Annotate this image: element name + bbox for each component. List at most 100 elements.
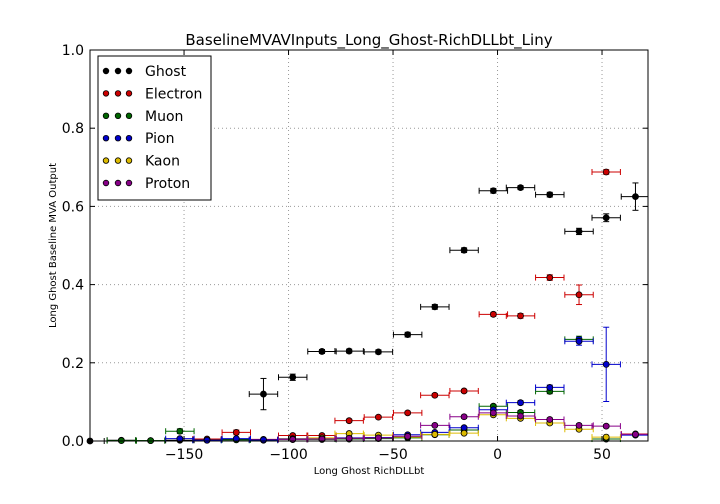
- legend-marker: [114, 134, 122, 142]
- data-point: [176, 427, 184, 435]
- data-point: [289, 373, 297, 381]
- legend-label: Proton: [145, 176, 190, 192]
- plot-frame: [89, 49, 649, 442]
- data-point: [289, 436, 297, 443]
- series-proton: [278, 409, 649, 443]
- x-tick-label: −150: [165, 447, 203, 463]
- data-point: [632, 430, 639, 438]
- data-point: [546, 384, 554, 391]
- data-point: [489, 409, 497, 417]
- legend-entry-ghost: Ghost: [102, 64, 187, 80]
- data-point: [232, 435, 240, 443]
- legend-marker: [125, 157, 133, 164]
- data-point: [460, 246, 468, 254]
- y-tick-label: 0.2: [62, 356, 84, 372]
- data-point: [517, 184, 524, 192]
- legend-label: Muon: [145, 109, 183, 125]
- data-point: [575, 228, 583, 235]
- data-point: [375, 348, 382, 356]
- legend-marker: [125, 134, 133, 142]
- legend-label: Pion: [145, 131, 174, 147]
- y-tick-label: 1.0: [62, 43, 84, 59]
- data-point: [575, 421, 583, 429]
- data-point: [260, 390, 267, 398]
- data-point: [318, 348, 326, 355]
- legend-marker: [102, 112, 110, 119]
- data-point: [345, 434, 353, 442]
- data-point: [431, 391, 439, 399]
- legend-marker: [102, 157, 110, 164]
- legend-entry-muon: Muon: [102, 109, 183, 125]
- data-point: [404, 409, 412, 417]
- data-point: [345, 347, 353, 355]
- data-point: [404, 331, 412, 339]
- legend: Ghost Electron Muon Pion Kaon Proton: [97, 55, 212, 201]
- legend-entry-electron: Electron: [102, 86, 202, 102]
- x-tick-label: 50: [593, 447, 611, 463]
- x-tick-label: −100: [269, 447, 307, 463]
- y-tick-label: 0.8: [62, 121, 84, 137]
- data-point: [375, 413, 382, 421]
- y-tick-label: 0.6: [62, 199, 84, 215]
- data-point: [546, 416, 554, 423]
- data-layer: [86, 168, 649, 445]
- legend-marker: [114, 157, 122, 164]
- legend-marker: [102, 67, 110, 75]
- legend-marker: [102, 179, 110, 187]
- data-point: [546, 191, 554, 199]
- data-point: [345, 417, 353, 425]
- x-axis-label: Long Ghost RichDLLbt: [314, 466, 425, 477]
- legend-marker: [102, 134, 110, 142]
- data-point: [232, 428, 240, 436]
- x-tick-label: 0: [493, 447, 502, 463]
- data-point: [460, 429, 468, 437]
- legend-marker: [125, 112, 133, 119]
- legend-entry-pion: Pion: [102, 131, 174, 147]
- legend-label: Ghost: [145, 64, 187, 80]
- data-point: [460, 387, 468, 395]
- data-point: [260, 436, 267, 444]
- legend-marker: [114, 179, 122, 187]
- x-tick-label: −50: [378, 447, 408, 463]
- data-point: [575, 337, 583, 345]
- data-point: [431, 303, 439, 311]
- legend-label: Kaon: [145, 154, 180, 170]
- data-point: [632, 193, 639, 201]
- legend-entry-proton: Proton: [102, 176, 190, 192]
- legend-entry-kaon: Kaon: [102, 154, 180, 170]
- legend-marker: [125, 179, 133, 187]
- data-point: [602, 422, 610, 430]
- data-point: [517, 412, 524, 420]
- data-point: [546, 274, 554, 281]
- chart-title: BaselineMVAVInputs_Long_Ghost-RichDLLbt_…: [185, 31, 552, 50]
- data-point: [460, 413, 468, 421]
- data-point: [489, 310, 497, 318]
- data-point: [431, 421, 439, 429]
- legend-marker: [114, 112, 122, 119]
- data-point: [431, 430, 439, 438]
- data-point: [176, 435, 184, 443]
- y-tick-label: 0.4: [62, 278, 84, 294]
- data-point: [489, 187, 497, 195]
- data-point: [602, 168, 610, 176]
- data-point: [404, 432, 412, 440]
- data-point: [602, 214, 610, 222]
- data-point: [602, 433, 610, 441]
- data-point: [517, 312, 524, 320]
- y-tick-label: 0.0: [62, 434, 84, 450]
- legend-marker: [125, 67, 133, 75]
- legend-marker: [125, 90, 133, 97]
- data-point: [517, 399, 524, 407]
- legend-marker: [114, 67, 122, 75]
- data-point: [575, 291, 583, 299]
- legend-marker: [102, 90, 110, 97]
- legend-box: [97, 55, 212, 201]
- data-point: [203, 436, 211, 444]
- y-axis-label: Long Ghost Baseline MVA Output: [48, 163, 59, 328]
- legend-label: Electron: [145, 86, 202, 102]
- legend-marker: [114, 90, 122, 97]
- data-point: [375, 434, 382, 442]
- data-point: [602, 360, 610, 368]
- ticks: −150 −100 −50 0 50 0.0 0.2 0.4 0.6 0.8 1.0: [62, 43, 648, 463]
